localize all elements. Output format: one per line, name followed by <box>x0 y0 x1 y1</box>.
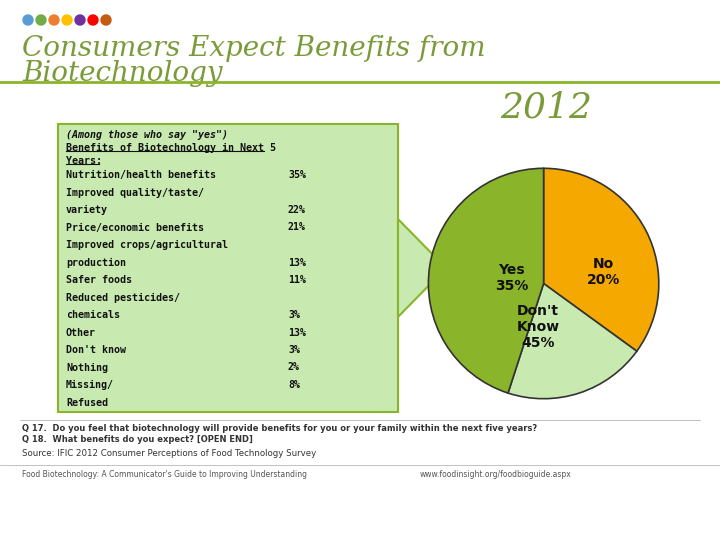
Text: 13%: 13% <box>288 258 306 267</box>
Circle shape <box>101 15 111 25</box>
Text: 35%: 35% <box>288 170 306 180</box>
Text: Food Biotechnology: A Communicator's Guide to Improving Understanding: Food Biotechnology: A Communicator's Gui… <box>22 470 307 479</box>
Text: 8%: 8% <box>288 380 300 390</box>
Text: Price/economic benefits: Price/economic benefits <box>66 222 204 233</box>
Text: Other: Other <box>66 327 96 338</box>
Text: (Among those who say "yes"): (Among those who say "yes") <box>66 130 228 140</box>
Wedge shape <box>544 168 659 351</box>
Text: Refused: Refused <box>66 397 108 408</box>
Wedge shape <box>508 284 636 399</box>
Text: www.foodinsight.org/foodbioguide.aspx: www.foodinsight.org/foodbioguide.aspx <box>420 470 572 479</box>
Text: 2012: 2012 <box>500 90 592 124</box>
Wedge shape <box>428 168 544 393</box>
Circle shape <box>36 15 46 25</box>
Text: 3%: 3% <box>288 310 300 320</box>
Text: Benefits of Biotechnology in Next 5: Benefits of Biotechnology in Next 5 <box>66 143 276 153</box>
Text: Consumers Expect Benefits from: Consumers Expect Benefits from <box>22 35 485 62</box>
Text: Safer foods: Safer foods <box>66 275 132 285</box>
Circle shape <box>88 15 98 25</box>
Text: production: production <box>66 258 126 267</box>
Text: Don't
Know
45%: Don't Know 45% <box>516 304 559 350</box>
Text: No
20%: No 20% <box>587 257 620 287</box>
Text: Don't know: Don't know <box>66 345 126 355</box>
Text: Reduced pesticides/: Reduced pesticides/ <box>66 293 180 302</box>
Text: Missing/: Missing/ <box>66 380 114 390</box>
Text: Nutrition/health benefits: Nutrition/health benefits <box>66 170 216 180</box>
Text: 3%: 3% <box>288 345 300 355</box>
Text: 22%: 22% <box>288 205 306 215</box>
Text: Yes
35%: Yes 35% <box>495 262 528 293</box>
Text: Nothing: Nothing <box>66 362 108 373</box>
Text: Improved quality/taste/: Improved quality/taste/ <box>66 187 204 198</box>
Circle shape <box>23 15 33 25</box>
Circle shape <box>49 15 59 25</box>
Text: chemicals: chemicals <box>66 310 120 320</box>
Text: Q 17.  Do you feel that biotechnology will provide benefits for you or your fami: Q 17. Do you feel that biotechnology wil… <box>22 424 537 433</box>
Text: Source: IFIC 2012 Consumer Perceptions of Food Technology Survey: Source: IFIC 2012 Consumer Perceptions o… <box>22 449 316 458</box>
Text: 11%: 11% <box>288 275 306 285</box>
Text: variety: variety <box>66 205 108 215</box>
Text: 13%: 13% <box>288 327 306 338</box>
Text: Improved crops/agricultural: Improved crops/agricultural <box>66 240 228 250</box>
FancyBboxPatch shape <box>58 124 398 412</box>
Text: Years:: Years: <box>66 156 102 166</box>
Polygon shape <box>398 219 446 317</box>
Text: Biotechnology: Biotechnology <box>22 60 222 87</box>
Text: 2%: 2% <box>288 362 300 373</box>
Circle shape <box>75 15 85 25</box>
Text: Q 18.  What benefits do you expect? [OPEN END]: Q 18. What benefits do you expect? [OPEN… <box>22 435 253 444</box>
Circle shape <box>62 15 72 25</box>
Text: 21%: 21% <box>288 222 306 233</box>
